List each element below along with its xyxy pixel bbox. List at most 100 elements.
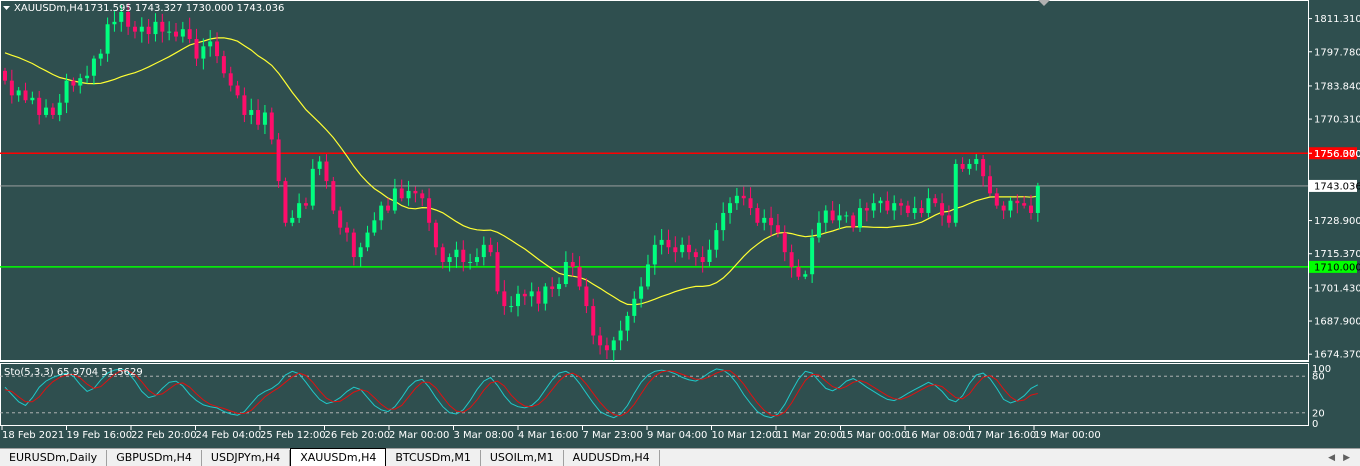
bear-candle-body[interactable] (748, 198, 753, 209)
scroll-left-icon[interactable]: ◀ (1328, 453, 1336, 463)
bull-candle-body[interactable] (926, 198, 931, 213)
bear-candle-body[interactable] (495, 252, 500, 292)
bull-candle-body[interactable] (721, 212, 726, 231)
bull-candle-body[interactable] (262, 112, 267, 125)
bear-candle-body[interactable] (775, 225, 780, 233)
shift-marker-icon[interactable] (1038, 0, 1050, 6)
bear-candle-body[interactable] (981, 159, 986, 177)
bear-candle-body[interactable] (673, 247, 678, 253)
bull-candle-body[interactable] (625, 315, 630, 331)
bull-candle-body[interactable] (98, 53, 103, 59)
bear-candle-body[interactable] (994, 193, 999, 206)
bull-candle-body[interactable] (810, 237, 815, 275)
bear-candle-body[interactable] (399, 188, 404, 199)
bear-candle-body[interactable] (37, 97, 42, 115)
bear-candle-body[interactable] (830, 210, 835, 221)
bull-candle-body[interactable] (481, 244, 486, 258)
bull-candle-body[interactable] (358, 247, 363, 258)
bull-candle-body[interactable] (297, 203, 302, 218)
bear-candle-body[interactable] (440, 247, 445, 262)
bear-candle-body[interactable] (502, 291, 507, 307)
bull-candle-body[interactable] (557, 284, 562, 289)
bear-candle-body[interactable] (899, 203, 904, 206)
bull-candle-body[interactable] (1035, 185, 1040, 213)
bear-candle-body[interactable] (194, 38, 199, 59)
bear-candle-body[interactable] (1022, 203, 1027, 206)
bull-candle-body[interactable] (310, 168, 315, 206)
bear-candle-body[interactable] (522, 293, 527, 297)
bear-candle-body[interactable] (215, 41, 220, 57)
bear-candle-body[interactable] (796, 266, 801, 277)
bull-candle-body[interactable] (563, 261, 568, 285)
bull-candle-body[interactable] (529, 291, 534, 297)
tab-xauusdm-h4[interactable]: XAUUSDm,H4 (290, 448, 387, 466)
bear-candle-body[interactable] (256, 110, 261, 125)
bear-candle-body[interactable] (946, 215, 951, 223)
bull-candle-body[interactable] (912, 208, 917, 213)
bear-candle-body[interactable] (126, 12, 131, 27)
bull-candle-body[interactable] (201, 46, 206, 59)
bear-candle-body[interactable] (146, 26, 151, 35)
bull-candle-body[interactable] (892, 203, 897, 211)
bear-candle-body[interactable] (598, 335, 603, 346)
bear-candle-body[interactable] (905, 205, 910, 213)
bear-candle-body[interactable] (940, 203, 945, 216)
bull-candle-body[interactable] (953, 163, 958, 223)
bear-candle-body[interactable] (331, 181, 336, 211)
bear-candle-body[interactable] (276, 139, 281, 182)
bear-candle-body[interactable] (864, 208, 869, 211)
bull-candle-body[interactable] (728, 203, 733, 213)
bear-candle-body[interactable] (228, 73, 233, 86)
bull-candle-body[interactable] (516, 293, 520, 307)
bear-candle-body[interactable] (174, 31, 178, 37)
bear-candle-body[interactable] (488, 244, 493, 253)
bull-candle-body[interactable] (844, 215, 849, 217)
bull-candle-body[interactable] (153, 21, 158, 35)
bear-candle-body[interactable] (283, 181, 288, 223)
bear-candle-body[interactable] (235, 85, 240, 96)
bull-candle-body[interactable] (290, 217, 295, 223)
bear-candle-body[interactable] (1029, 205, 1033, 213)
bull-candle-body[interactable] (509, 306, 514, 308)
bull-candle-body[interactable] (180, 29, 185, 37)
bull-candle-body[interactable] (406, 190, 411, 199)
bull-candle-body[interactable] (639, 286, 644, 299)
bull-candle-body[interactable] (823, 210, 828, 223)
bull-candle-body[interactable] (734, 195, 739, 204)
bull-candle-body[interactable] (91, 58, 96, 76)
bull-candle-body[interactable] (112, 21, 117, 25)
bear-candle-body[interactable] (960, 163, 965, 169)
bull-candle-body[interactable] (365, 232, 370, 248)
bull-candle-body[interactable] (139, 26, 144, 32)
bear-candle-body[interactable] (71, 80, 76, 86)
bull-candle-body[interactable] (119, 12, 124, 22)
bear-candle-body[interactable] (420, 193, 425, 199)
tab-usdjpym-h4[interactable]: USDJPYm,H4 (202, 450, 291, 466)
bull-candle-body[interactable] (632, 298, 637, 316)
bear-candle-body[interactable] (338, 210, 343, 228)
bull-candle-body[interactable] (611, 340, 616, 351)
bear-candle-body[interactable] (987, 176, 992, 194)
bull-candle-body[interactable] (208, 41, 213, 47)
bull-candle-body[interactable] (468, 261, 473, 263)
bear-candle-body[interactable] (386, 205, 391, 211)
bear-candle-body[interactable] (1001, 205, 1006, 211)
tab-btcusdm-m1[interactable]: BTCUSDm,M1 (386, 450, 481, 466)
bear-candle-body[interactable] (187, 29, 192, 39)
tab-gbpusdm-h4[interactable]: GBPUSDm,H4 (107, 450, 202, 466)
bear-candle-body[interactable] (221, 56, 226, 74)
bear-candle-body[interactable] (433, 222, 438, 248)
bear-candle-body[interactable] (9, 80, 14, 96)
bull-candle-body[interactable] (85, 75, 90, 79)
bear-candle-body[interactable] (577, 266, 582, 287)
bear-candle-body[interactable] (700, 257, 705, 262)
bull-candle-body[interactable] (64, 80, 69, 103)
bear-candle-body[interactable] (1015, 200, 1020, 204)
bull-candle-body[interactable] (474, 257, 479, 262)
bear-candle-body[interactable] (3, 70, 7, 81)
bear-candle-body[interactable] (851, 215, 856, 228)
bull-candle-body[interactable] (57, 102, 62, 115)
bear-candle-body[interactable] (570, 261, 575, 267)
bull-candle-body[interactable] (816, 222, 821, 238)
bull-candle-body[interactable] (167, 31, 172, 33)
